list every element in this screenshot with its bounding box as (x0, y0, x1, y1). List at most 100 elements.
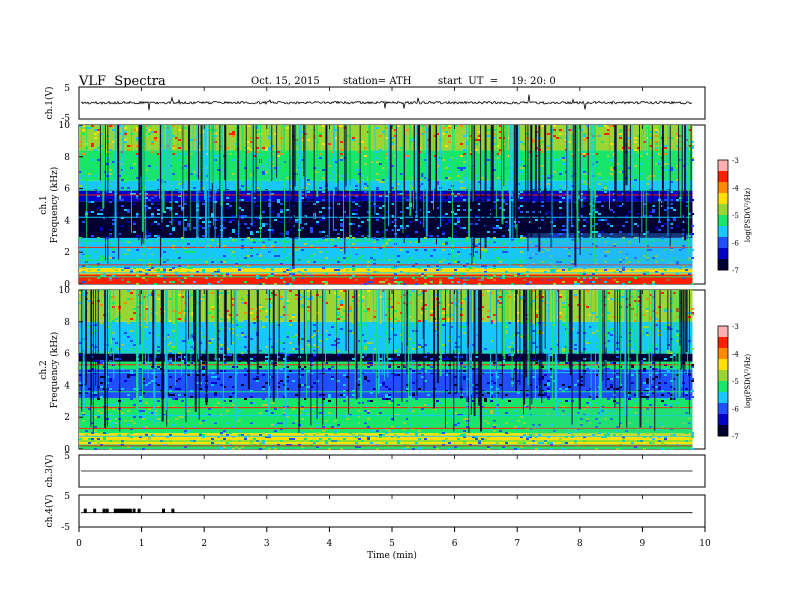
spec-cell (418, 320, 421, 322)
spec-cell (307, 344, 310, 346)
spec-cell (502, 275, 505, 277)
spec-cell (91, 235, 94, 237)
spec-cell (271, 269, 274, 271)
spec-cell (229, 432, 232, 434)
ch1-spectrogram (79, 125, 694, 285)
spec-cell (487, 392, 490, 394)
spec-cell (208, 406, 211, 408)
spec-cell (271, 302, 274, 304)
spec-cell (274, 326, 277, 328)
spec-cell (670, 191, 673, 193)
spec-cell (136, 139, 139, 141)
spec-cell (505, 326, 508, 328)
spec-cell (184, 340, 187, 342)
spec-cell (379, 195, 382, 197)
spec-cell (367, 438, 370, 440)
spec-cell (415, 249, 418, 251)
spec-cell (379, 430, 382, 432)
spec-cell (388, 362, 391, 364)
spec-cell (508, 412, 511, 414)
spec-cell (322, 430, 325, 432)
spec-cell (313, 382, 316, 384)
spec-cell (259, 448, 262, 450)
spec-cell (253, 197, 256, 199)
spec-cell (397, 404, 400, 406)
spec-cell (526, 271, 529, 273)
spec-cell (607, 263, 610, 265)
spec-cell (637, 237, 640, 239)
spec-cell (556, 159, 559, 161)
spec-cell (421, 135, 424, 137)
spec-cell (604, 261, 607, 263)
spec-cell (535, 239, 538, 241)
spec-cell (370, 205, 373, 207)
spec-cell (298, 271, 301, 273)
spec-cell (178, 147, 181, 149)
spec-cell (355, 263, 358, 265)
spec-cell (202, 235, 205, 237)
spec-cell (100, 362, 103, 364)
spec-cell (424, 370, 427, 372)
spec-cell (271, 275, 274, 277)
spec-cell (439, 283, 442, 285)
spec-cell (256, 376, 259, 378)
spec-cell (553, 265, 556, 267)
spec-cell (565, 247, 568, 249)
spec-cell (517, 442, 520, 444)
spec-cell (604, 269, 607, 271)
spec-cell (271, 155, 274, 157)
spec-cell (292, 267, 295, 269)
spec-cell (205, 261, 208, 263)
spec-cell (385, 127, 388, 129)
spec-cell (466, 131, 469, 133)
spec-cell (490, 277, 493, 279)
spec-cell (496, 392, 499, 394)
spec-cell (328, 332, 331, 334)
spec-cell (184, 229, 187, 231)
spec-cell (226, 434, 229, 436)
spec-cell (562, 233, 565, 235)
spec-cell (328, 394, 331, 396)
spec-cell (496, 290, 499, 292)
spec-cell (691, 199, 694, 201)
spec-cell (655, 139, 658, 141)
spec-cell (391, 215, 394, 217)
spec-cell (211, 428, 214, 430)
spec-cell (352, 265, 355, 267)
spec-cell (448, 177, 451, 179)
spec-cell (448, 442, 451, 444)
spec-cell (406, 446, 409, 448)
spec-cell (382, 245, 385, 247)
spec-cell (400, 281, 403, 283)
spec-cell (559, 185, 562, 187)
spec-cell (463, 332, 466, 334)
spec-cell (397, 255, 400, 257)
spec-cell (271, 446, 274, 448)
spec-cell (301, 139, 304, 141)
spec-cell (250, 402, 253, 404)
spec-cell (361, 255, 364, 257)
spec-cell (625, 235, 628, 237)
spec-cell (430, 420, 433, 422)
spec-cell (190, 334, 193, 336)
spec-cell (457, 167, 460, 169)
spec-cell (580, 247, 583, 249)
spec-cell (424, 177, 427, 179)
spec-cell (94, 129, 97, 131)
spec-cell (115, 418, 118, 420)
spec-cell (310, 408, 313, 410)
spec-cell (676, 179, 679, 181)
spec-cell (529, 338, 532, 340)
spec-cell (136, 283, 139, 285)
spec-cell (262, 308, 265, 310)
spec-cell (655, 271, 658, 273)
spec-cell (499, 448, 502, 450)
spec-cell (82, 173, 85, 175)
spec-cell (418, 261, 421, 263)
spec-cell (331, 177, 334, 179)
spec-cell (391, 430, 394, 432)
spec-cell (364, 223, 367, 225)
spec-cell (238, 223, 241, 225)
spec-cell (244, 167, 247, 169)
spec-cell (202, 410, 205, 412)
